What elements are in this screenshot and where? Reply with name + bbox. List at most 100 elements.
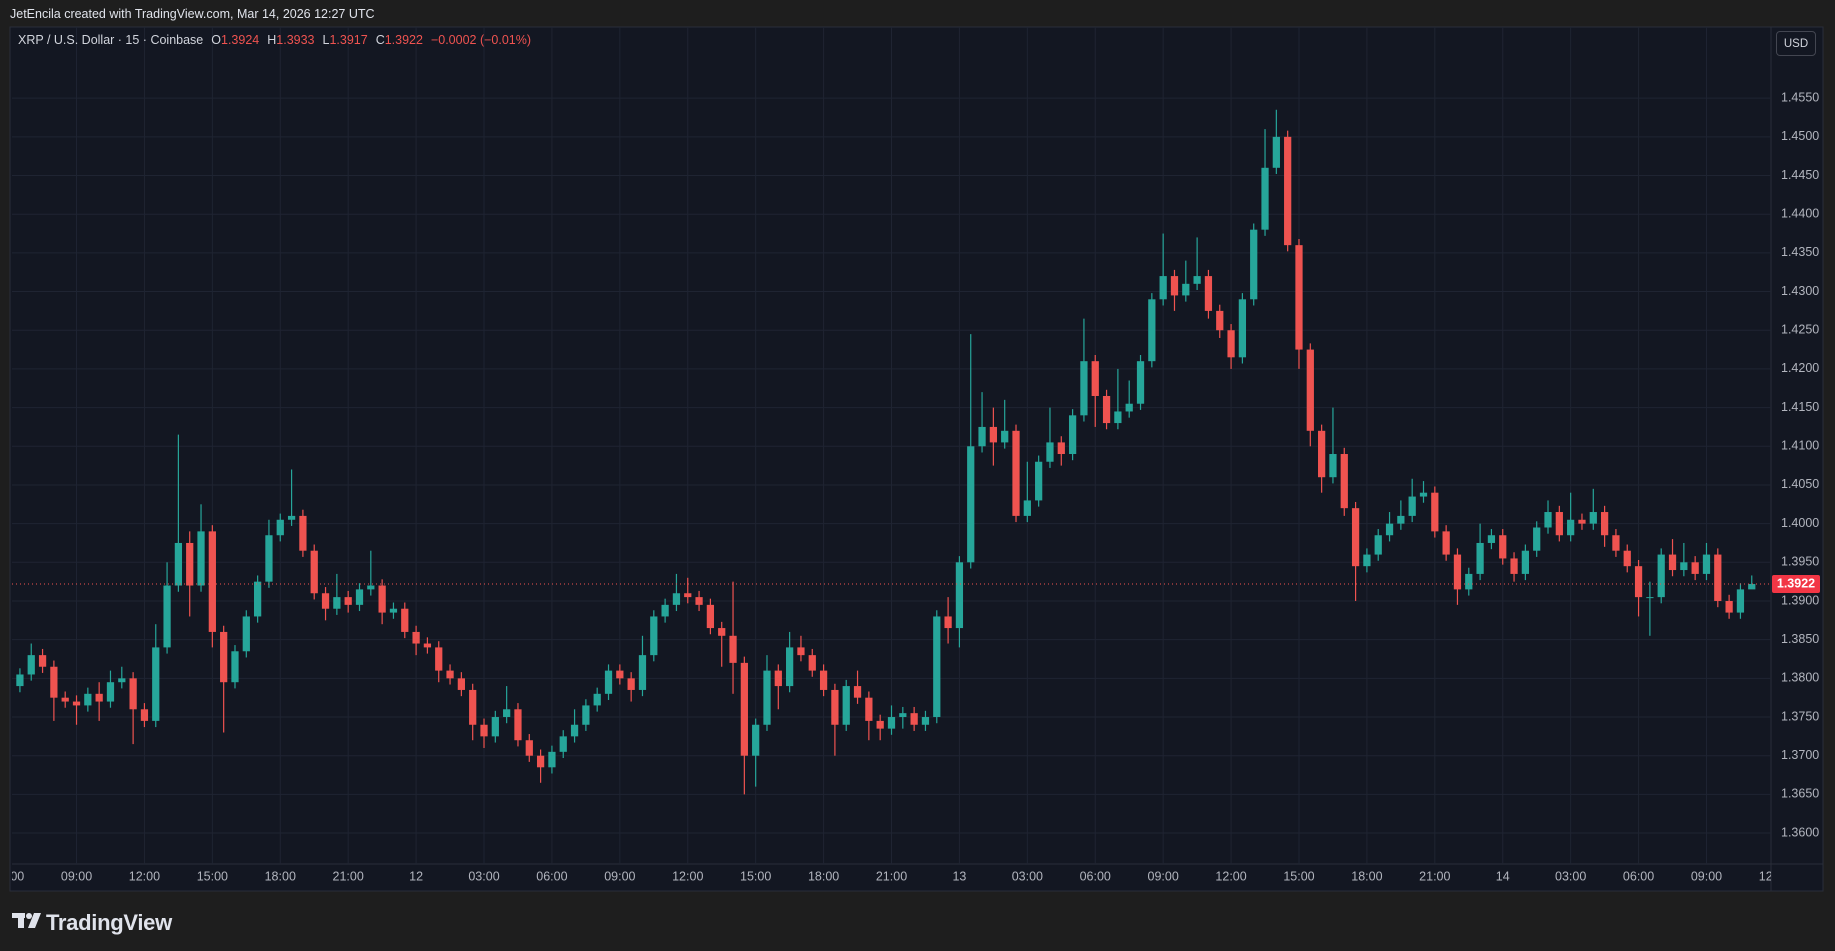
candle-body (1068, 415, 1077, 455)
candle-body (1544, 512, 1552, 528)
candle-body (333, 597, 341, 609)
x-tick-label: 15:00 (197, 869, 228, 883)
candle-body (570, 724, 579, 737)
candle-body (242, 616, 250, 652)
candle-body (740, 662, 748, 756)
candle-body (582, 705, 590, 725)
y-tick-label: 1.3600 (1781, 825, 1819, 839)
y-tick-label: 1.4300 (1781, 284, 1819, 298)
x-tick-label: 15:00 (1283, 869, 1314, 883)
candle-body (752, 724, 760, 756)
candle-body (1476, 542, 1484, 574)
logo-part (18, 913, 24, 928)
x-tick-label: 18:00 (1351, 869, 1382, 883)
candle-body (1691, 562, 1699, 574)
x-tick-label: 06:00 (1080, 869, 1111, 883)
candle-body (1623, 550, 1631, 567)
candle-body (1261, 167, 1269, 230)
x-tick-label: 13 (952, 869, 966, 883)
candle-body (1329, 454, 1337, 478)
currency-button[interactable]: USD (1776, 31, 1816, 56)
y-tick-label: 1.4000 (1781, 516, 1819, 530)
candle-body (446, 670, 454, 679)
y-tick-label: 1.4200 (1781, 361, 1819, 375)
candle-body (174, 542, 183, 586)
candle-body (389, 608, 398, 613)
candle-body (1657, 554, 1665, 598)
logo-part (26, 913, 32, 919)
candle-body (299, 515, 307, 551)
candle-body (808, 655, 816, 671)
y-tick-label: 1.3950 (1781, 555, 1819, 569)
candle-body (887, 717, 896, 729)
candle-body (989, 426, 997, 443)
candle-body (1148, 299, 1156, 362)
candle-body (1634, 566, 1643, 598)
candle-body (967, 446, 975, 563)
candle-body (650, 616, 658, 656)
candle-body (344, 597, 352, 605)
candle-body (1284, 136, 1292, 246)
candle-body (1442, 531, 1450, 555)
candle-body (163, 585, 171, 648)
y-tick-label: 1.4550 (1781, 90, 1819, 104)
x-tick-label: 09:00 (61, 869, 92, 883)
candle-body (1521, 550, 1529, 574)
candle-body (1102, 395, 1111, 424)
candle-body (378, 585, 386, 613)
candle-body (1136, 361, 1145, 404)
candle-body (604, 670, 613, 694)
candle-body (16, 674, 24, 687)
candle-body (978, 426, 986, 447)
candle-body (1295, 245, 1303, 350)
candle-body (491, 717, 499, 737)
brand-logo (12, 913, 41, 928)
candle-body (797, 647, 805, 656)
x-tick-label: 09:00 (1148, 869, 1179, 883)
y-tick-label: 1.3750 (1781, 709, 1819, 723)
candle-body (786, 647, 794, 687)
x-tick-label: 21:00 (876, 869, 907, 883)
x-tick-label: 15:00 (740, 869, 771, 883)
candle-body (1600, 512, 1609, 536)
ohlc-label: C (375, 33, 385, 47)
ohlc-value: 1.3924 (221, 33, 260, 47)
candle-body (72, 701, 81, 706)
candle-body (638, 655, 647, 690)
last-price-tag (1772, 574, 1820, 593)
candle-body (1114, 411, 1122, 424)
x-tick-label: 03:00 (1555, 869, 1586, 883)
candle-body (1374, 535, 1382, 555)
y-tick-label: 1.3650 (1781, 787, 1819, 801)
candle-body (1499, 535, 1507, 559)
candle-body (412, 631, 420, 644)
candle-body (774, 670, 782, 687)
x-tick-label: 06:00 (536, 869, 567, 883)
candle-body (899, 713, 907, 718)
candle-body (1612, 535, 1620, 551)
x-tick-label: 09:00 (1691, 869, 1722, 883)
candle-body (1035, 461, 1043, 501)
x-tick-label: 03:00 (468, 869, 499, 883)
x-tick-label: 09:00 (604, 869, 635, 883)
candles (12, 109, 1771, 795)
candle-body (944, 616, 952, 629)
candle-body (1057, 442, 1065, 455)
change: −0.0002 (−0.01%) (430, 33, 532, 47)
candle-body (514, 709, 522, 741)
candle-body (95, 693, 103, 702)
candle-body (525, 740, 533, 756)
candle-body (1023, 500, 1031, 516)
candle-body (129, 678, 137, 710)
candle-body (1555, 512, 1563, 536)
candle-body (1318, 430, 1326, 478)
candle-body (1578, 519, 1586, 524)
candle-body (321, 593, 330, 609)
ohlc-value: 1.3917 (329, 33, 368, 47)
candle-body (1748, 583, 1756, 590)
candle-body (933, 616, 941, 718)
candle-body (1170, 276, 1179, 296)
x-tick-label: 12:00 (1215, 869, 1246, 883)
candle-body (1159, 276, 1167, 300)
